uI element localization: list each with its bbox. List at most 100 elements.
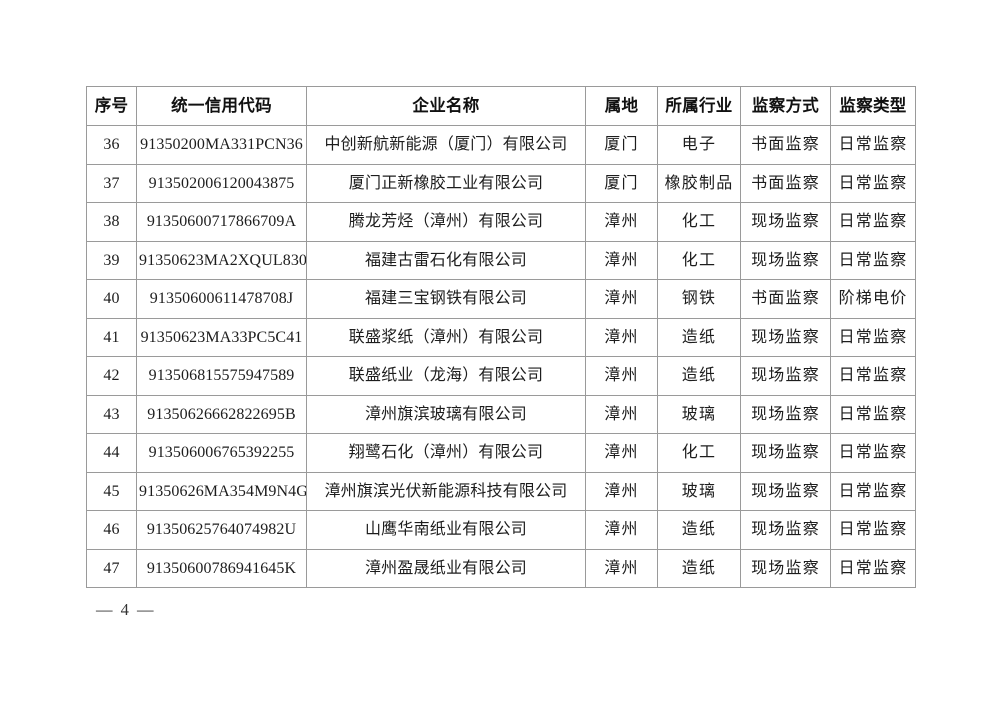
column-header-sequence: 序号 xyxy=(86,86,137,126)
cell-sequence: 36 xyxy=(86,125,137,165)
table-row: 41 91350623MA33PC5C41 联盛浆纸（漳州）有限公司 漳州 造纸 现场监察… xyxy=(86,317,916,357)
cell-company-name: 中创新航新能源（厦门）有限公司 xyxy=(306,125,586,165)
cell-supervision-type: 日常监察 xyxy=(830,548,916,588)
cell-credit-code: 913502006120043875 xyxy=(136,163,307,203)
cell-supervision-method: 现场监察 xyxy=(740,356,831,396)
cell-industry: 橡胶制品 xyxy=(657,163,741,203)
cell-company-name: 联盛纸业（龙海）有限公司 xyxy=(306,356,586,396)
cell-supervision-type: 日常监察 xyxy=(830,433,916,473)
table-body: 36 91350200MA331PCN36 中创新航新能源（厦门）有限公司 厦门 电子书… xyxy=(86,125,916,588)
table-row: 38 91350600717866709A 腾龙芳烃（漳州）有限公司 漳州 化工 现场监察… xyxy=(86,202,916,242)
cell-credit-code: 91350625764074982U xyxy=(136,510,307,550)
cell-company-name: 漳州旗滨光伏新能源科技有限公司 xyxy=(306,471,586,511)
cell-supervision-type: 阶梯电价 xyxy=(830,279,916,319)
cell-locality: 漳州 xyxy=(585,471,658,511)
cell-industry: 钢铁 xyxy=(657,279,741,319)
cell-supervision-method: 现场监察 xyxy=(740,471,831,511)
cell-sequence: 41 xyxy=(86,317,137,357)
cell-supervision-type: 日常监察 xyxy=(830,163,916,203)
cell-sequence: 40 xyxy=(86,279,137,319)
enterprise-supervision-table: 序号 统一信用代码 企业名称 属地 所属行业 监察方式 监察类型 36 91350… xyxy=(86,86,916,588)
column-header-locality: 属地 xyxy=(585,86,658,126)
cell-industry: 造纸 xyxy=(657,356,741,396)
cell-sequence: 37 xyxy=(86,163,137,203)
cell-supervision-method: 现场监察 xyxy=(740,548,831,588)
cell-supervision-type: 日常监察 xyxy=(830,394,916,434)
cell-credit-code: 91350626662822695B xyxy=(136,394,307,434)
cell-locality: 漳州 xyxy=(585,317,658,357)
cell-supervision-method: 书面监察 xyxy=(740,279,831,319)
table-row: 42 913506815575947589 联盛纸业（龙海）有限公司 漳州 造纸 现场监察… xyxy=(86,356,916,396)
cell-sequence: 44 xyxy=(86,433,137,473)
cell-credit-code: 913506815575947589 xyxy=(136,356,307,396)
cell-locality: 漳州 xyxy=(585,433,658,473)
cell-locality: 漳州 xyxy=(585,202,658,242)
cell-industry: 造纸 xyxy=(657,548,741,588)
column-header-method: 监察方式 xyxy=(740,86,831,126)
cell-company-name: 福建古雷石化有限公司 xyxy=(306,240,586,280)
cell-sequence: 43 xyxy=(86,394,137,434)
cell-supervision-type: 日常监察 xyxy=(830,317,916,357)
cell-credit-code: 91350600611478708J xyxy=(136,279,307,319)
table-header: 序号 统一信用代码 企业名称 属地 所属行业 监察方式 监察类型 xyxy=(86,86,916,126)
cell-company-name: 腾龙芳烃（漳州）有限公司 xyxy=(306,202,586,242)
column-header-company: 企业名称 xyxy=(306,86,586,126)
cell-company-name: 福建三宝钢铁有限公司 xyxy=(306,279,586,319)
table-row: 45 91350626MA354M9N4G 漳州旗滨光伏新能源科技有限公司 漳州 玻璃现… xyxy=(86,471,916,511)
cell-supervision-method: 现场监察 xyxy=(740,510,831,550)
table-row: 37 913502006120043875 厦门正新橡胶工业有限公司 厦门 橡胶制品 书面… xyxy=(86,163,916,203)
cell-company-name: 漳州盈晟纸业有限公司 xyxy=(306,548,586,588)
cell-supervision-method: 现场监察 xyxy=(740,394,831,434)
cell-locality: 厦门 xyxy=(585,163,658,203)
cell-sequence: 46 xyxy=(86,510,137,550)
cell-locality: 漳州 xyxy=(585,510,658,550)
cell-supervision-method: 书面监察 xyxy=(740,125,831,165)
cell-sequence: 38 xyxy=(86,202,137,242)
cell-company-name: 厦门正新橡胶工业有限公司 xyxy=(306,163,586,203)
cell-supervision-method: 现场监察 xyxy=(740,202,831,242)
cell-credit-code: 913506006765392255 xyxy=(136,433,307,473)
cell-locality: 漳州 xyxy=(585,279,658,319)
cell-credit-code: 91350626MA354M9N4G xyxy=(136,471,307,511)
cell-company-name: 漳州旗滨玻璃有限公司 xyxy=(306,394,586,434)
table-row: 47 91350600786941645K 漳州盈晟纸业有限公司 漳州 造纸 现场监察 日常… xyxy=(86,548,916,588)
column-header-type: 监察类型 xyxy=(830,86,916,126)
cell-sequence: 45 xyxy=(86,471,137,511)
cell-industry: 化工 xyxy=(657,240,741,280)
cell-industry: 玻璃 xyxy=(657,394,741,434)
cell-credit-code: 91350200MA331PCN36 xyxy=(136,125,307,165)
cell-supervision-type: 日常监察 xyxy=(830,125,916,165)
cell-credit-code: 91350623MA2XQUL830 xyxy=(136,240,307,280)
table-row: 36 91350200MA331PCN36 中创新航新能源（厦门）有限公司 厦门 电子书… xyxy=(86,125,916,165)
table-row: 40 91350600611478708J 福建三宝钢铁有限公司 漳州 钢铁 书面监察 阶梯… xyxy=(86,279,916,319)
cell-locality: 漳州 xyxy=(585,240,658,280)
table-header-row: 序号 统一信用代码 企业名称 属地 所属行业 监察方式 监察类型 xyxy=(86,86,916,126)
cell-industry: 造纸 xyxy=(657,317,741,357)
cell-industry: 电子 xyxy=(657,125,741,165)
cell-supervision-method: 现场监察 xyxy=(740,433,831,473)
cell-sequence: 47 xyxy=(86,548,137,588)
cell-supervision-type: 日常监察 xyxy=(830,240,916,280)
cell-locality: 漳州 xyxy=(585,548,658,588)
cell-credit-code: 91350600717866709A xyxy=(136,202,307,242)
cell-company-name: 联盛浆纸（漳州）有限公司 xyxy=(306,317,586,357)
cell-supervision-type: 日常监察 xyxy=(830,356,916,396)
column-header-credit-code: 统一信用代码 xyxy=(136,86,307,126)
cell-supervision-method: 现场监察 xyxy=(740,317,831,357)
cell-sequence: 39 xyxy=(86,240,137,280)
cell-supervision-type: 日常监察 xyxy=(830,510,916,550)
table-row: 46 91350625764074982U 山鹰华南纸业有限公司 漳州 造纸 现场监察 日常… xyxy=(86,510,916,550)
table-row: 43 91350626662822695B 漳州旗滨玻璃有限公司 漳州 玻璃 现场监察 日常… xyxy=(86,394,916,434)
cell-industry: 造纸 xyxy=(657,510,741,550)
cell-industry: 化工 xyxy=(657,202,741,242)
column-header-industry: 所属行业 xyxy=(657,86,741,126)
cell-credit-code: 91350600786941645K xyxy=(136,548,307,588)
cell-locality: 漳州 xyxy=(585,394,658,434)
cell-company-name: 山鹰华南纸业有限公司 xyxy=(306,510,586,550)
cell-locality: 漳州 xyxy=(585,356,658,396)
cell-sequence: 42 xyxy=(86,356,137,396)
cell-credit-code: 91350623MA33PC5C41 xyxy=(136,317,307,357)
cell-industry: 玻璃 xyxy=(657,471,741,511)
cell-locality: 厦门 xyxy=(585,125,658,165)
table-row: 39 91350623MA2XQUL830 福建古雷石化有限公司 漳州 化工 现场监察 日常… xyxy=(86,240,916,280)
